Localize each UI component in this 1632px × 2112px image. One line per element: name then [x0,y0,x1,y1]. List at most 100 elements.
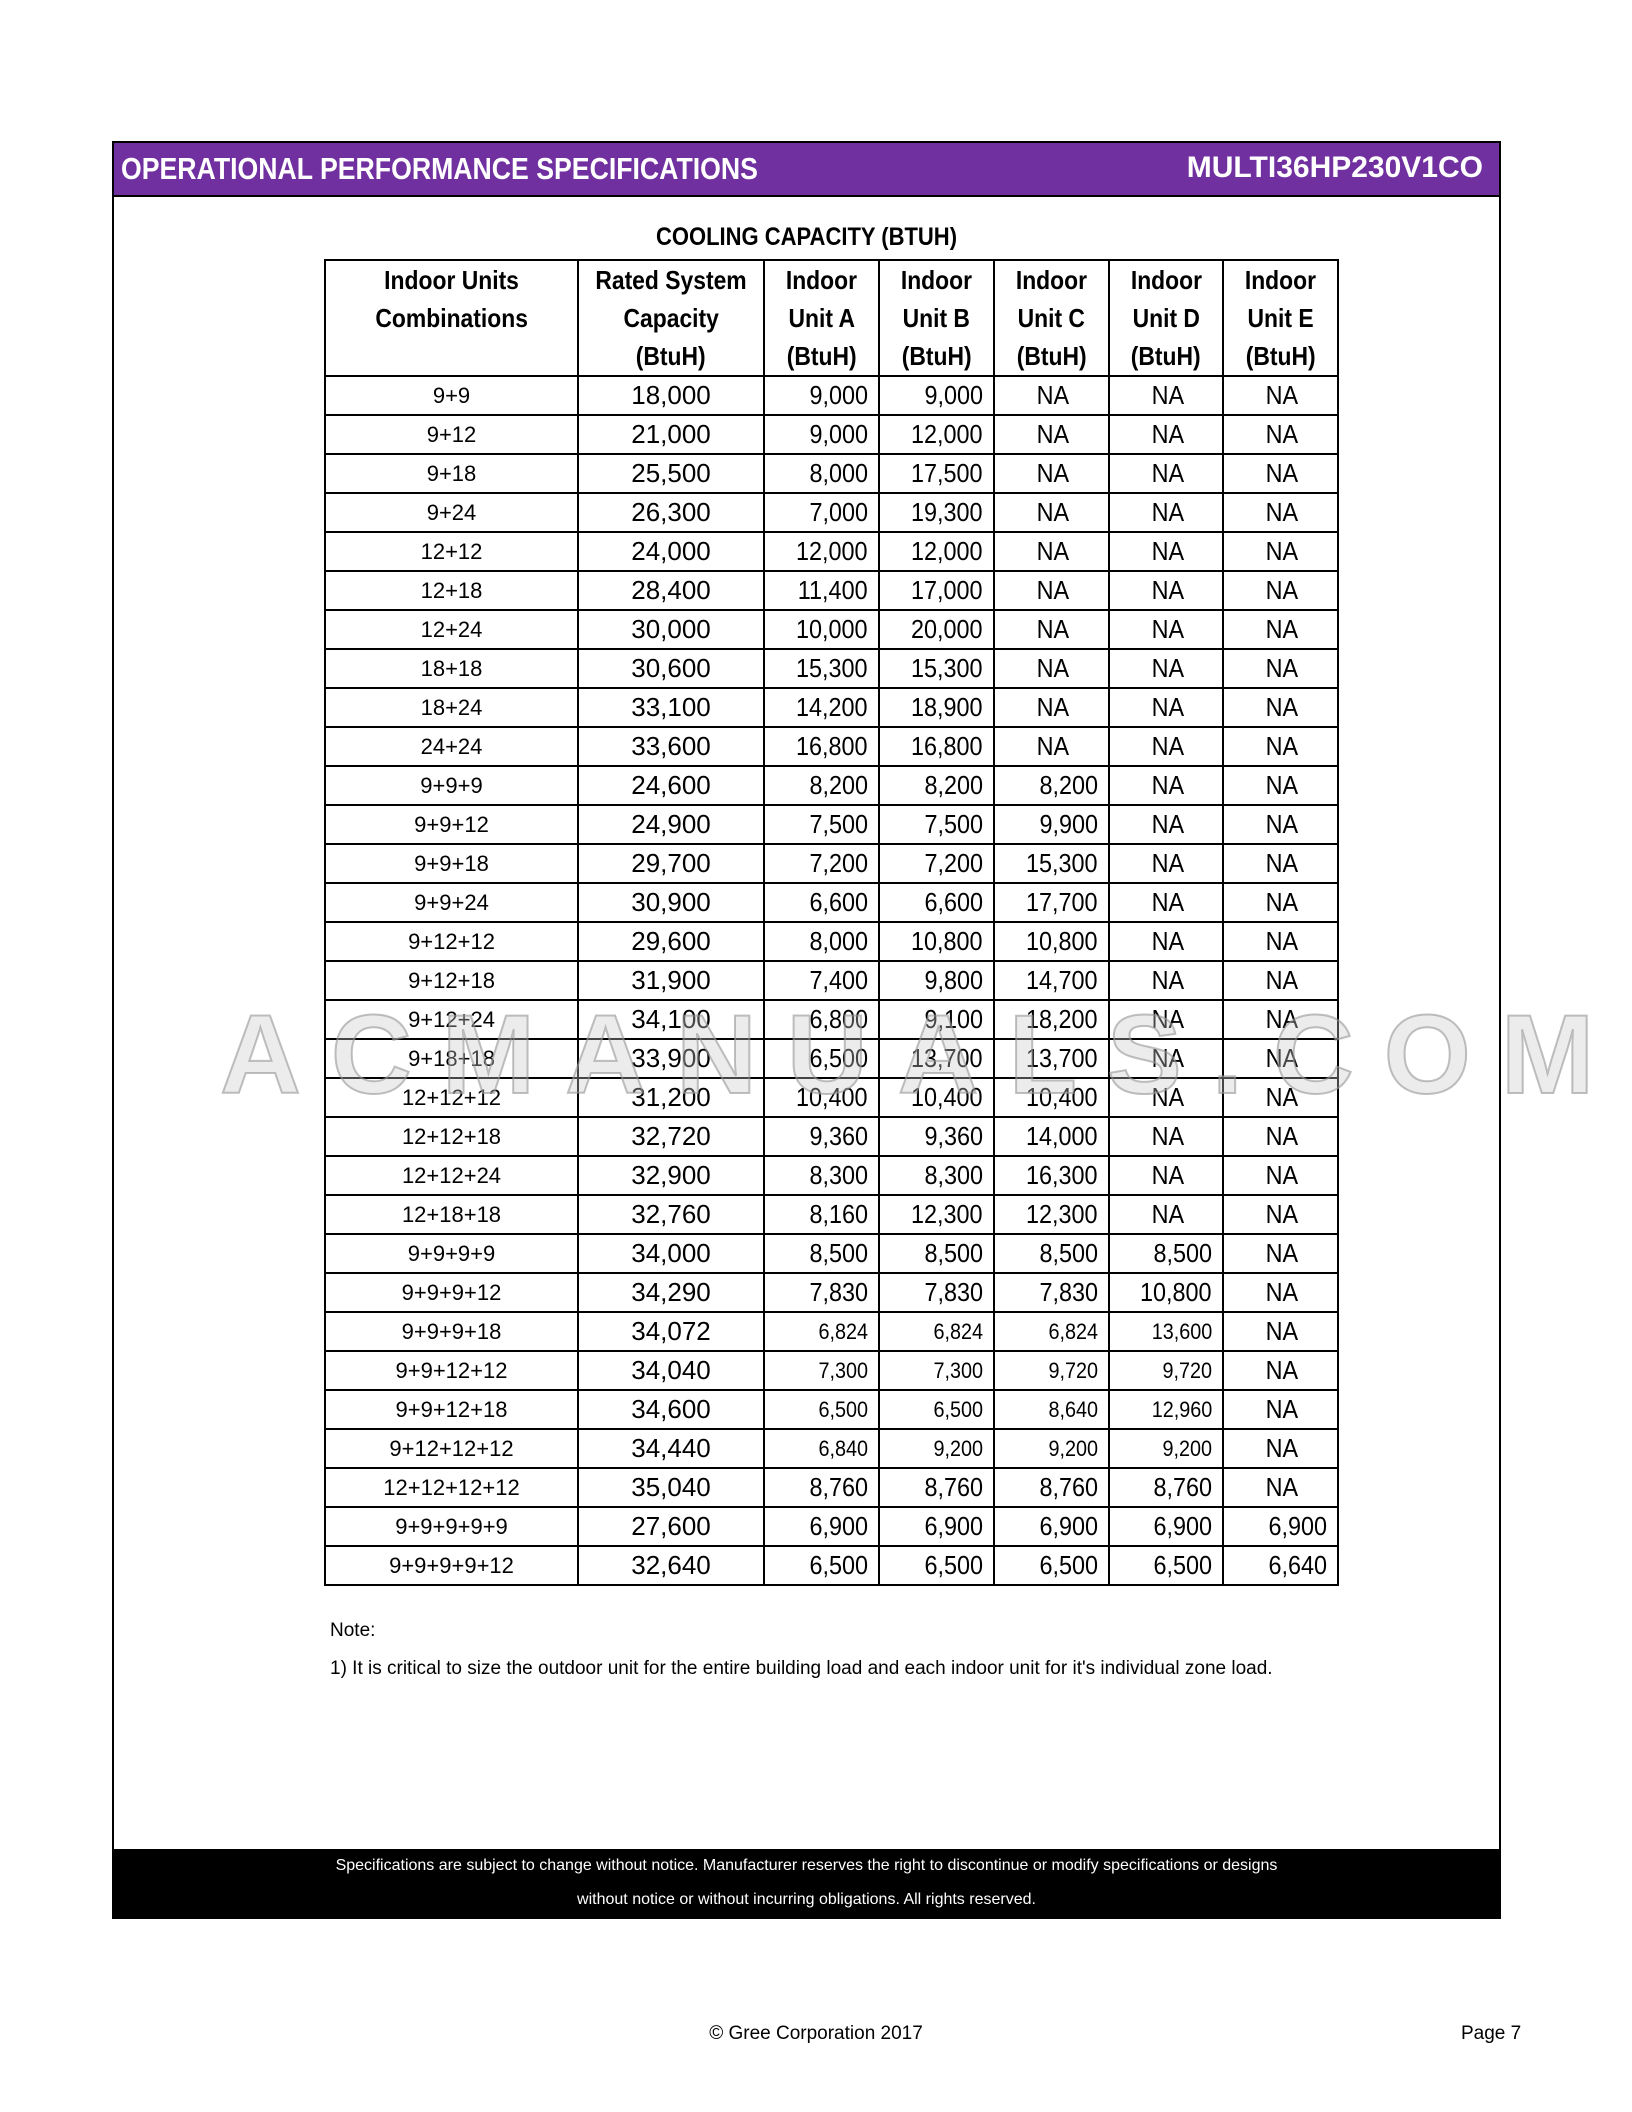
unit-capacity-cell: 9,360 [878,1116,995,1157]
column-header: Indoor Unit E (BtuH) [1222,259,1339,377]
unit-capacity-cell: NA [1108,492,1224,533]
cell-value: 7,830 [924,1277,983,1307]
column-header: Indoor Unit B (BtuH) [878,259,995,377]
note-label: Note: [330,1620,376,1641]
cell-value: 10,800 [911,926,983,956]
unit-capacity-cell: 8,640 [993,1389,1110,1430]
unit-capacity-cell: NA [1222,1077,1339,1118]
cell-value: NA [1151,692,1185,722]
cell-value: 12+18+18 [401,1201,502,1227]
unit-capacity-cell: NA [1108,960,1224,1001]
cell-value: 12+12+12+12 [383,1474,520,1500]
cell-value: 6,500 [1039,1550,1098,1580]
cell-value: 24,600 [631,770,711,800]
cell-value: 9+9+9+9 [407,1240,496,1266]
unit-capacity-cell: NA [1222,1233,1339,1274]
cell-value: 34,072 [631,1316,711,1346]
cell-value: 30,000 [631,614,711,644]
unit-capacity-cell: 9,200 [878,1428,995,1469]
cell-value: 11,400 [798,575,868,605]
column-header-line: Capacity [623,303,719,333]
unit-capacity-cell: NA [993,687,1110,728]
unit-capacity-cell: NA [1222,570,1339,611]
footer-line-2: without notice or without incurring obli… [577,1891,1036,1908]
combination-cell: 9+12 [324,414,579,455]
cell-value: 9,200 [1162,1435,1212,1461]
unit-capacity-cell: 10,800 [878,921,995,962]
cell-value: 6,900 [1268,1511,1327,1541]
cell-value: NA [1151,1121,1185,1151]
table-row: 9+9+24 30,900 6,600 6,600 17,700 NA NA [324,882,1339,923]
table-row: 9+9+9+9 34,000 8,500 8,500 8,500 8,500 NA [324,1233,1339,1274]
unit-capacity-cell: 16,800 [878,726,995,767]
column-header-line: Indoor [900,265,973,295]
cell-value: NA [1151,1199,1185,1229]
rated-capacity-cell: 33,600 [577,726,765,767]
cell-value: 12+24 [420,616,483,642]
table-row: 9+18 25,500 8,000 17,500 NA NA NA [324,453,1339,494]
unit-capacity-cell: NA [1222,492,1339,533]
unit-capacity-cell: 9,900 [993,804,1110,845]
cell-value: 7,200 [924,848,983,878]
page-title: OPERATIONAL PERFORMANCE SPECIFICATIONS [121,151,758,186]
table-row: 9+12+12+12 34,440 6,840 9,200 9,200 9,200 NA [324,1428,1339,1469]
cell-value: NA [1151,575,1185,605]
cell-value: NA [1151,614,1185,644]
unit-capacity-cell: 8,000 [763,921,880,962]
table-row: 9+18+18 33,900 6,500 13,700 13,700 NA NA [324,1038,1339,1079]
rated-capacity-cell: 27,600 [577,1506,765,1547]
unit-capacity-cell: 10,400 [878,1077,995,1118]
table-row: 9+9+9+9+9 27,600 6,900 6,900 6,900 6,900 6,900 [324,1506,1339,1547]
combination-cell: 12+12+12 [324,1077,579,1118]
cell-value: 9,100 [924,1004,983,1034]
unit-capacity-cell: 8,300 [878,1155,995,1196]
unit-capacity-cell: NA [1222,1116,1339,1157]
unit-capacity-cell: NA [1108,414,1224,455]
unit-capacity-cell: NA [1108,375,1224,416]
cell-value: 9,000 [809,380,868,410]
unit-capacity-cell: 12,300 [878,1194,995,1235]
cell-value: NA [1151,731,1185,761]
table-row: 18+24 33,100 14,200 18,900 NA NA NA [324,687,1339,728]
cell-value: 9,000 [924,380,983,410]
unit-capacity-cell: 18,200 [993,999,1110,1040]
unit-capacity-cell: 16,300 [993,1155,1110,1196]
cell-value: 9+18+18 [408,1045,495,1071]
unit-capacity-cell: NA [1108,453,1224,494]
cell-value: 30,900 [631,887,711,917]
cell-value: NA [1266,692,1299,722]
unit-capacity-cell: 9,100 [878,999,995,1040]
unit-capacity-cell: 7,300 [878,1350,995,1391]
combination-cell: 12+12 [324,531,579,572]
rated-capacity-cell: 28,400 [577,570,765,611]
combination-cell: 12+12+12+12 [324,1467,579,1508]
rated-capacity-cell: 34,100 [577,999,765,1040]
cell-value: NA [1151,419,1185,449]
title-bar: OPERATIONAL PERFORMANCE SPECIFICATIONS M… [114,143,1499,197]
cell-value: NA [1266,497,1299,527]
column-header-line: (BtuH) [786,341,857,371]
column-header-line: Indoor [1244,265,1317,295]
cell-value: 8,760 [809,1472,868,1502]
cell-value: NA [1151,848,1185,878]
column-header-line: (BtuH) [1245,341,1316,371]
unit-capacity-cell: NA [1222,375,1339,416]
unit-capacity-cell: NA [1222,1194,1339,1235]
unit-capacity-cell: NA [1108,1077,1224,1118]
rated-capacity-cell: 32,640 [577,1545,765,1586]
unit-capacity-cell: 8,300 [763,1155,880,1196]
cell-value: 9+9+9+9+9 [395,1513,508,1539]
cell-value: 9+9+9+12 [401,1279,502,1305]
unit-capacity-cell: NA [1222,1155,1339,1196]
cell-value: NA [1151,1004,1185,1034]
cell-value: 6,840 [818,1435,868,1461]
rated-capacity-cell: 35,040 [577,1467,765,1508]
cell-value: 6,500 [924,1550,983,1580]
cell-value: 24+24 [420,733,483,759]
table-row: 9+9+9+18 34,072 6,824 6,824 6,824 13,600 NA [324,1311,1339,1352]
cell-value: 27,600 [631,1511,711,1541]
unit-capacity-cell: NA [1222,1389,1339,1430]
column-header-line: Indoor Units [384,265,519,295]
cell-value: 7,000 [809,497,868,527]
unit-capacity-cell: NA [1222,1272,1339,1313]
